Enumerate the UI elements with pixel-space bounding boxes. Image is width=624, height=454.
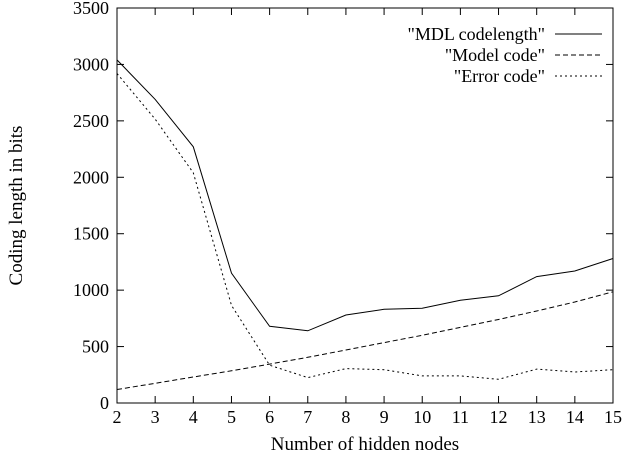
y-tick-label: 1500 xyxy=(73,224,109,244)
y-tick-label: 500 xyxy=(82,337,109,357)
x-tick-label: 8 xyxy=(341,407,350,427)
series-line-solid xyxy=(116,59,614,332)
x-tick-label: 4 xyxy=(189,407,198,427)
y-axis-ticks: 0 500 1000 1500 2000 2500 3000 3500 xyxy=(73,0,613,413)
plot-frame xyxy=(116,7,614,404)
x-axis-title: Number of hidden nodes xyxy=(271,434,459,454)
series-lines xyxy=(116,59,614,390)
x-tick-label: 9 xyxy=(380,407,389,427)
y-tick-label: 2500 xyxy=(73,111,109,131)
y-tick-label: 0 xyxy=(100,393,109,413)
series-line-dotted xyxy=(116,73,614,380)
y-tick-label: 1000 xyxy=(73,280,109,300)
x-tick-label: 15 xyxy=(604,407,622,427)
y-tick-label: 3500 xyxy=(73,0,109,18)
legend: "MDL codelength""Model code""Error code" xyxy=(408,24,602,86)
x-tick-label: 2 xyxy=(113,407,122,427)
y-tick-label: 3000 xyxy=(73,54,109,74)
x-tick-label: 10 xyxy=(413,407,431,427)
y-axis-title: Coding length in bits xyxy=(6,126,27,286)
x-tick-label: 7 xyxy=(303,407,312,427)
x-axis-ticks: 2 3 4 5 6 7 8 9 10 11 12 13 14 15 xyxy=(113,8,622,427)
x-tick-label: 11 xyxy=(452,407,469,427)
x-tick-label: 12 xyxy=(490,407,508,427)
series-line-dashed xyxy=(116,291,614,390)
x-tick-label: 13 xyxy=(528,407,546,427)
x-tick-label: 5 xyxy=(227,407,236,427)
legend-label: "MDL codelength" xyxy=(408,24,546,44)
y-tick-label: 2000 xyxy=(73,167,109,187)
legend-label: "Error code" xyxy=(454,66,545,86)
x-tick-label: 3 xyxy=(151,407,160,427)
x-tick-label: 6 xyxy=(265,407,274,427)
legend-label: "Model code" xyxy=(445,45,545,65)
x-tick-label: 14 xyxy=(566,407,584,427)
